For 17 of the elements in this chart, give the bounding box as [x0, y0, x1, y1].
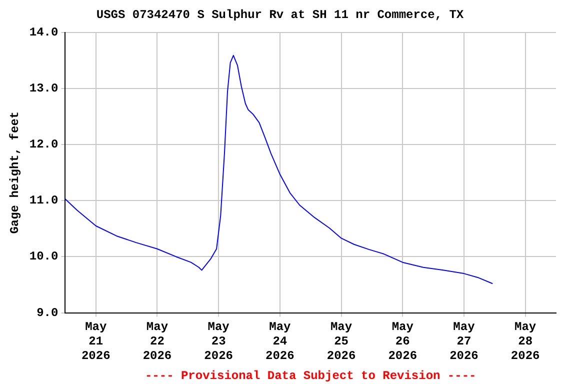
x-tick-label: May 28 2026 — [510, 320, 540, 363]
y-tick-label: 9.0 — [36, 306, 58, 320]
y-tick-label: 11.0 — [29, 194, 58, 208]
x-tick-label: May 23 2026 — [204, 320, 233, 363]
x-tick-label: May 21 2026 — [81, 320, 110, 363]
y-tick-label: 14.0 — [29, 25, 58, 40]
x-tick-label: May 24 2026 — [266, 320, 294, 363]
y-axis-title: Gage height, feet — [8, 111, 22, 234]
y-tick-label: 10.0 — [29, 250, 58, 264]
x-tick-label: May 25 2026 — [326, 320, 356, 363]
chart-title: USGS 07342470 S Sulphur Rv at SH 11 nr Commerce, TX — [96, 8, 464, 22]
y-tick-label: 12.0 — [29, 138, 58, 152]
x-tick-label: May 26 2026 — [388, 320, 418, 363]
x-tick-label: May 22 2026 — [142, 320, 172, 363]
y-tick-label: 13.0 — [29, 81, 58, 96]
text: ---- Provisional Data Subject to Revision ---- — [144, 369, 476, 384]
x-tick-label: May 27 2026 — [450, 320, 478, 363]
